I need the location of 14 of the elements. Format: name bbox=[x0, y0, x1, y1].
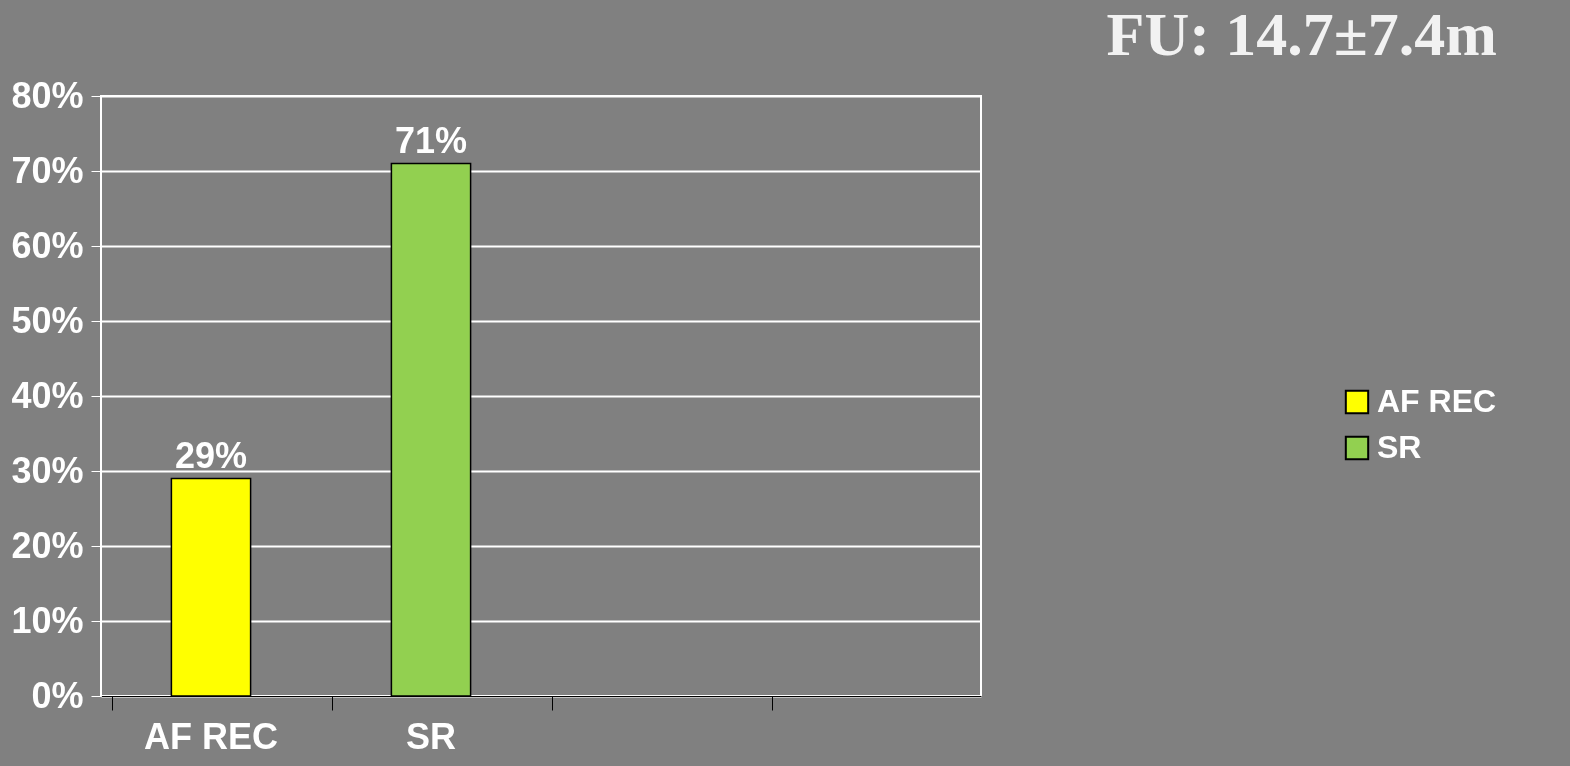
data-label: 29% bbox=[174, 434, 248, 476]
text: FU: 14.7±7.4m bbox=[1106, 0, 1497, 68]
data-label: 71% bbox=[394, 119, 468, 161]
y-tick-label: 20% bbox=[11, 524, 84, 566]
y-tick-label: 70% bbox=[11, 149, 84, 191]
y-tick-label: 80% bbox=[11, 74, 84, 116]
y-tick-label: 40% bbox=[11, 374, 84, 416]
legend-label: AF REC bbox=[1377, 383, 1497, 419]
y-tick-label: 0% bbox=[31, 674, 84, 716]
y-tick-label: 30% bbox=[11, 449, 84, 491]
y-tick-label: 10% bbox=[11, 599, 84, 641]
y-tick-label: 60% bbox=[11, 224, 84, 266]
legend-label: SR bbox=[1377, 429, 1422, 465]
y-tick-label: 50% bbox=[11, 299, 84, 341]
